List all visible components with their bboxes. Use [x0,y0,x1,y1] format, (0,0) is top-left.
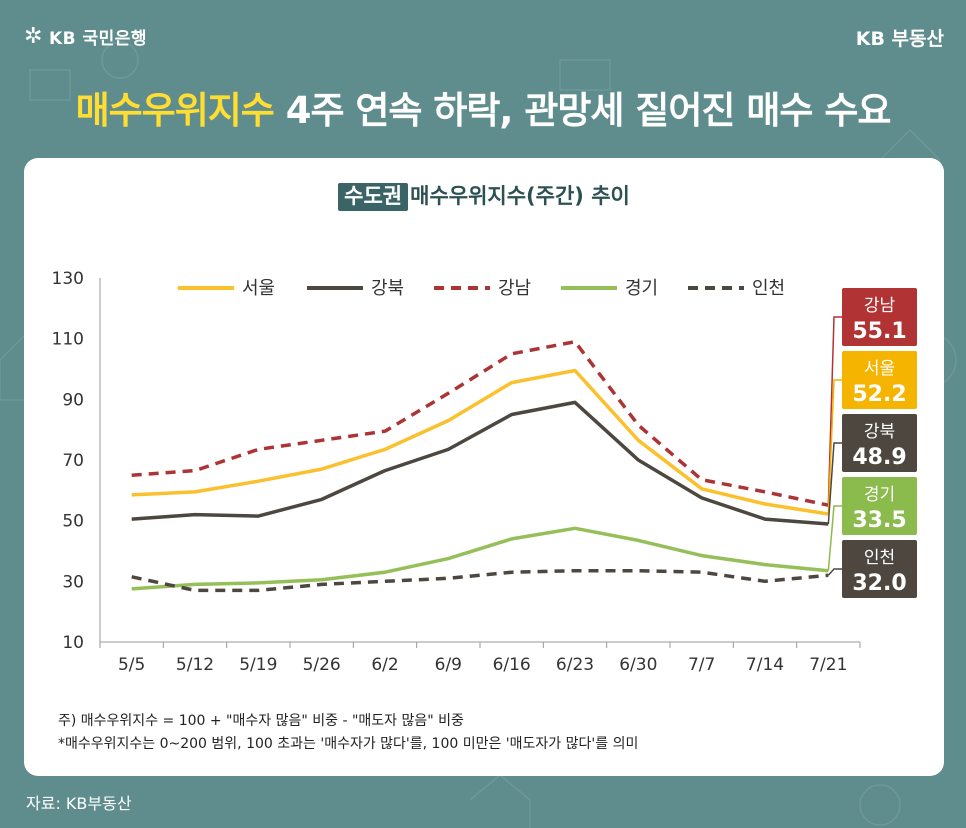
chart-title-tag: 수도권 [338,183,409,211]
x-tick-label: 6/30 [619,655,657,675]
callout-name-강남: 강남 [864,296,896,316]
callout-name-경기: 경기 [864,485,895,505]
kb-bank-logo: ✲ KB 국민은행 [24,24,147,49]
legend-label-강북: 강북 [371,278,404,299]
callout-name-서울: 서울 [864,359,895,379]
headline-highlight: 매수우위지수 [75,89,275,132]
y-tick-label: 130 [52,269,84,289]
x-tick-label: 5/12 [176,655,214,675]
y-tick-label: 10 [62,633,84,653]
x-tick-label: 7/14 [746,655,784,675]
headline-rest: 4주 연속 하락, 관망세 짙어진 매수 수요 [273,89,892,132]
series-line-경기 [131,526,829,591]
series-line-인천 [131,568,829,593]
callout-box-강남 [842,288,917,346]
series-line-강북 [131,400,829,526]
x-tick-label: 7/21 [809,655,847,675]
y-tick-label: 70 [62,451,84,471]
series-line-서울 [131,368,829,516]
callout-connector-강북 [827,442,842,525]
callout-box-강북 [842,414,917,472]
callout-connector-강남 [827,316,842,506]
legend-label-서울: 서울 [242,278,275,299]
x-tick-label: 5/19 [239,655,277,675]
callout-value-강남: 55.1 [852,319,906,344]
callout-connector-서울 [827,379,842,515]
y-tick-label: 50 [62,512,84,532]
x-tick-label: 6/16 [493,655,531,675]
callout-value-인천: 32.0 [852,571,906,596]
x-tick-label: 6/2 [371,655,398,675]
y-tick-label: 30 [62,572,84,592]
callout-connector-인천 [827,568,842,576]
callout-value-강북: 48.9 [852,445,906,470]
line-chart: 130 110 90 70 50 30 10 5/5 5/12 5/19 5/26 6/2 6/9 6/1… [52,269,917,675]
legend-label-강남: 강남 [498,278,531,299]
kb-realestate-logo: KB 부동산 [855,28,944,50]
y-tick-label: 90 [62,390,84,410]
x-tick-label: 6/23 [556,655,594,675]
x-tick-label: 5/5 [118,655,145,675]
legend-label-경기: 경기 [625,278,658,299]
callout-box-경기 [842,477,917,535]
x-tick-label: 7/7 [688,655,715,675]
y-tick-label: 110 [52,330,84,350]
x-tick-label: 6/9 [435,655,462,675]
callout-box-서울 [842,351,917,409]
chart-title-text: 매수우위지수(주간) 추이 [410,184,630,208]
bank-name: KB 국민은행 [48,29,148,49]
chart-title: 수도권 매수우위지수(주간) 추이 [24,180,944,211]
chart-card: 수도권 매수우위지수(주간) 추이 130 110 90 70 50 30 10 5/5 5/12… [24,158,944,776]
headline: 매수우위지수 4주 연속 하락, 관망세 짙어진 매수 수요 [0,80,966,134]
callout-value-서울: 52.2 [852,382,906,407]
callout-connector-경기 [827,505,842,571]
series-line-강남 [131,339,829,507]
footnote-range: *매수우위지수는 0~200 범위, 100 초과는 '매수자가 많다'를, 1… [58,736,639,752]
legend-label-인천: 인천 [752,278,785,299]
callout-name-인천: 인천 [864,548,895,568]
callout-name-강북: 강북 [864,422,895,442]
x-tick-label: 5/26 [303,655,341,675]
source-credit: 자료: KB부동산 [26,794,132,813]
callout-box-인천 [842,540,917,598]
footnotes: 주) 매수우위지수 = 100 + "매수자 많음" 비중 - "매도자 많음"… [58,710,638,756]
callout-value-경기: 33.5 [852,508,906,533]
footnote-formula: 주) 매수우위지수 = 100 + "매수자 많음" 비중 - "매도자 많음"… [58,713,464,729]
kb-star-icon: ✲ [24,23,43,49]
